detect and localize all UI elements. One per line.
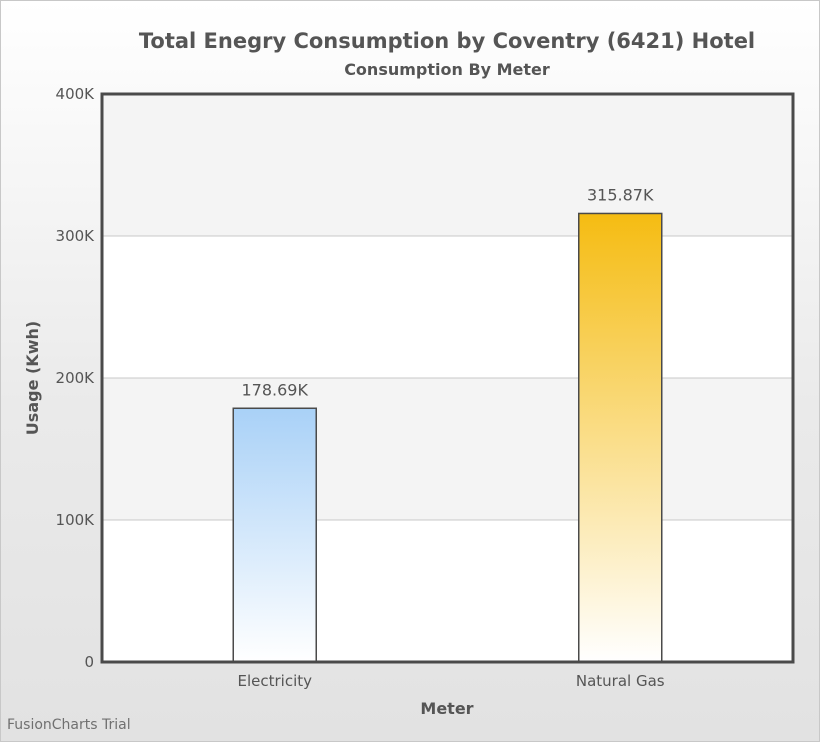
bar-natural-gas[interactable] (578, 212, 663, 663)
plot-band (102, 378, 793, 520)
plot-area-border (100, 92, 795, 664)
y-tick-label: 400K (56, 85, 96, 103)
data-label: 315.87K (587, 185, 654, 204)
y-tick-label: 200K (56, 369, 96, 387)
y-tick-label: 100K (56, 511, 96, 529)
chart-title: Total Enegry Consumption by Coventry (64… (139, 29, 755, 53)
y-axis-title: Usage (Kwh) (23, 321, 42, 435)
chart-subtitle: Consumption By Meter (344, 60, 550, 79)
data-label: 178.69K (242, 380, 309, 399)
y-tick-label: 300K (56, 227, 96, 245)
x-axis-title: Meter (420, 699, 473, 718)
y-tick-label: 0 (84, 653, 94, 671)
watermark-text: FusionCharts Trial (7, 717, 131, 733)
x-tick-label: Electricity (237, 672, 312, 690)
plot-band (102, 94, 793, 236)
x-tick-label: Natural Gas (576, 672, 665, 690)
bar-electricity[interactable] (232, 407, 317, 663)
